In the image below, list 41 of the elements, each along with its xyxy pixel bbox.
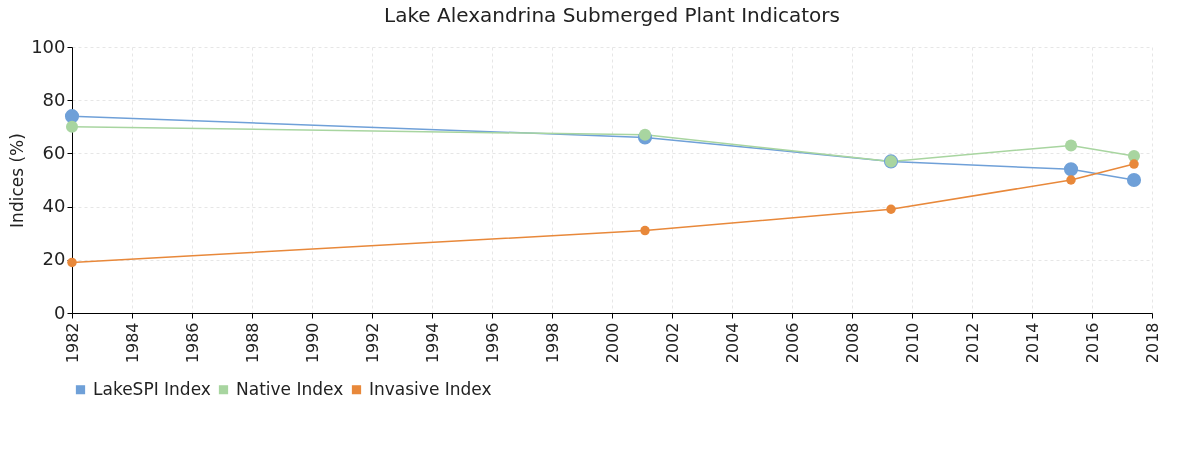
x-tick-label: 2006 xyxy=(782,322,802,364)
x-tick-label: 1986 xyxy=(182,322,202,364)
point xyxy=(65,120,79,133)
y-tick-label: 40 xyxy=(42,195,66,217)
x-tick-label: 2014 xyxy=(1022,322,1042,364)
point xyxy=(638,128,652,141)
x-tick-label: 1988 xyxy=(242,322,262,364)
y-tick-label: 0 xyxy=(54,301,66,323)
x-tick-label: 2010 xyxy=(902,322,922,364)
x-tick-label: 1984 xyxy=(122,322,142,364)
legend-label: Native Index xyxy=(236,378,344,399)
x-tick-label: 1992 xyxy=(362,322,382,364)
point xyxy=(886,204,896,214)
x-tick-label: 1998 xyxy=(542,322,562,364)
x-tick-label: 2004 xyxy=(722,322,742,364)
chart-title: Lake Alexandrina Submerged Plant Indicators xyxy=(384,3,840,27)
point xyxy=(1129,159,1139,169)
y-tick-label: 60 xyxy=(42,141,66,163)
legend-label: Invasive Index xyxy=(369,378,492,399)
point xyxy=(67,257,77,268)
x-tick-label: 2000 xyxy=(602,322,622,364)
x-tick-label: 2012 xyxy=(962,322,982,364)
y-tick-label: 20 xyxy=(42,248,66,270)
x-tick-label: 1982 xyxy=(62,322,82,364)
y-tick-label: 80 xyxy=(42,88,66,110)
x-tick-label: 2016 xyxy=(1082,322,1102,364)
y-tick-label: 100 xyxy=(31,35,66,57)
point xyxy=(1063,162,1079,177)
x-tick-label: 2018 xyxy=(1142,322,1162,364)
legend-label: LakeSPI Index xyxy=(93,378,211,399)
point xyxy=(1066,175,1076,185)
x-tick-label: 1994 xyxy=(422,322,442,364)
point xyxy=(1064,139,1078,152)
y-axis-title: Indices (%) xyxy=(7,133,28,228)
x-tick-label: 1996 xyxy=(482,322,502,364)
point xyxy=(64,109,80,124)
point xyxy=(640,225,650,236)
x-tick-label: 1990 xyxy=(302,322,322,364)
x-tick-label: 2008 xyxy=(842,322,862,364)
point xyxy=(1126,172,1142,188)
x-tick-label: 2002 xyxy=(662,322,682,364)
